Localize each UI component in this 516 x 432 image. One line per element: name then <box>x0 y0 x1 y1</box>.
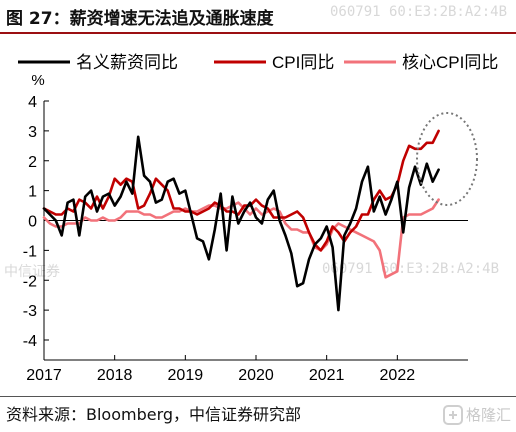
legend-label-cpi: CPI同比 <box>272 53 334 72</box>
y-axis-unit: % <box>31 72 44 89</box>
source-rule <box>0 396 516 397</box>
x-tick-label: 2021 <box>309 367 345 384</box>
series-line-cpi <box>42 129 440 252</box>
gelonghui-logo <box>443 405 463 425</box>
chart-title: 图 27：薪资增速无法追及通胀速度 <box>6 9 274 29</box>
source-note: 资料来源：Bloomberg，中信证券研究部 <box>6 405 302 424</box>
x-tick-label: 2019 <box>168 367 204 384</box>
x-tick-label: 2022 <box>380 367 416 384</box>
plot-area <box>42 129 468 312</box>
y-tick-label: -2 <box>23 273 37 290</box>
y-tick-label: -1 <box>23 243 37 260</box>
series-line-nominal <box>42 135 440 312</box>
x-tick-label: 2020 <box>238 367 274 384</box>
y-tick-label: 3 <box>28 124 37 141</box>
x-axis: 2017 2018 2019 2020 2021 2022 <box>26 355 468 384</box>
logo-text: 格隆汇 <box>466 406 512 424</box>
chart-legend: 名义薪资同比 CPI同比 核心CPI同比 <box>18 53 498 72</box>
y-tick-label: 2 <box>28 154 37 171</box>
series-line-core <box>42 198 440 279</box>
x-tick-label: 2017 <box>26 367 62 384</box>
title-rule <box>0 32 516 34</box>
y-tick-label: 4 <box>28 94 37 111</box>
highlight-ellipse <box>416 112 478 206</box>
legend-label-nominal: 名义薪资同比 <box>76 53 178 72</box>
x-tick-label: 2018 <box>97 367 133 384</box>
watermark-code: 060791 60:E3:2B:A2:4B <box>322 261 500 277</box>
y-tick-label: -3 <box>23 303 37 320</box>
legend-label-core: 核心CPI同比 <box>402 53 498 72</box>
y-axis: % -4 -3 -2 -1 0 1 2 3 4 <box>23 72 49 360</box>
watermark-firm: 中信证券 <box>4 264 60 280</box>
y-tick-label: 1 <box>28 184 37 201</box>
watermark-code-top: 060791 60:E3:2B:A2:4B <box>330 4 508 20</box>
y-tick-label: 0 <box>28 214 37 231</box>
y-tick-label: -4 <box>23 333 37 350</box>
